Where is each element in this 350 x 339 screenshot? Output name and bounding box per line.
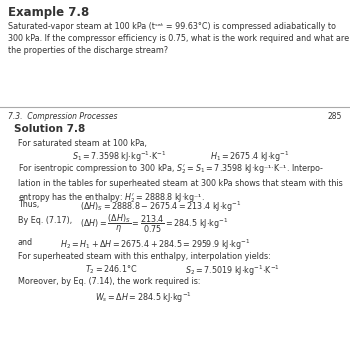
- Text: $W_s = \Delta H = 284.5\ \mathrm{kJ{\cdot}kg^{-1}}$: $W_s = \Delta H = 284.5\ \mathrm{kJ{\cdo…: [95, 291, 192, 305]
- Text: Solution 7.8: Solution 7.8: [14, 124, 85, 134]
- Text: For superheated steam with this enthalpy, interpolation yields:: For superheated steam with this enthalpy…: [18, 252, 271, 261]
- Text: Saturated-vapor steam at 100 kPa (tˢᵃᵗ = 99.63°C) is compressed adiabatically to: Saturated-vapor steam at 100 kPa (tˢᵃᵗ =…: [8, 22, 349, 55]
- Text: $(\Delta H)_S = 2888.8 - 2675.4 = 213.4\ \mathrm{kJ{\cdot}kg^{-1}}$: $(\Delta H)_S = 2888.8 - 2675.4 = 213.4\…: [80, 200, 242, 214]
- Text: For saturated steam at 100 kPa,: For saturated steam at 100 kPa,: [18, 139, 147, 148]
- Text: $H_2 = H_1 + \Delta H = 2675.4 + 284.5 = 2959.9\ \mathrm{kJ{\cdot}kg^{-1}}$: $H_2 = H_1 + \Delta H = 2675.4 + 284.5 =…: [60, 238, 250, 253]
- Text: $S_2 = 7.5019\ \mathrm{kJ{\cdot}kg^{-1}{\cdot}K^{-1}}$: $S_2 = 7.5019\ \mathrm{kJ{\cdot}kg^{-1}{…: [185, 264, 280, 278]
- Text: 7.3.  Compression Processes: 7.3. Compression Processes: [8, 112, 118, 121]
- Text: Moreover, by Eq. (7.14), the work required is:: Moreover, by Eq. (7.14), the work requir…: [18, 277, 201, 286]
- Text: 285: 285: [328, 112, 342, 121]
- Text: For isentropic compression to 300 kPa, $S_2' = S_1 = 7.3598$ kJ·kg⁻¹·K⁻¹. Interp: For isentropic compression to 300 kPa, $…: [18, 162, 343, 205]
- Text: Example 7.8: Example 7.8: [8, 6, 89, 19]
- Text: $H_1 = 2675.4\ \mathrm{kJ{\cdot}kg^{-1}}$: $H_1 = 2675.4\ \mathrm{kJ{\cdot}kg^{-1}}…: [210, 150, 289, 164]
- Text: By Eq. (7.17),: By Eq. (7.17),: [18, 216, 72, 225]
- Text: $T_2 = 246.1\mathrm{°C}$: $T_2 = 246.1\mathrm{°C}$: [85, 264, 138, 277]
- Text: and: and: [18, 238, 33, 247]
- Text: Thus,: Thus,: [18, 200, 39, 209]
- Text: $(\Delta H) = \dfrac{(\Delta H)_S}{\eta} = \dfrac{213.4}{0.75} = 284.5\ \mathrm{: $(\Delta H) = \dfrac{(\Delta H)_S}{\eta}…: [80, 213, 228, 235]
- Text: $S_1 = 7.3598\ \mathrm{kJ{\cdot}kg^{-1}{\cdot}K^{-1}}$: $S_1 = 7.3598\ \mathrm{kJ{\cdot}kg^{-1}{…: [72, 150, 166, 164]
